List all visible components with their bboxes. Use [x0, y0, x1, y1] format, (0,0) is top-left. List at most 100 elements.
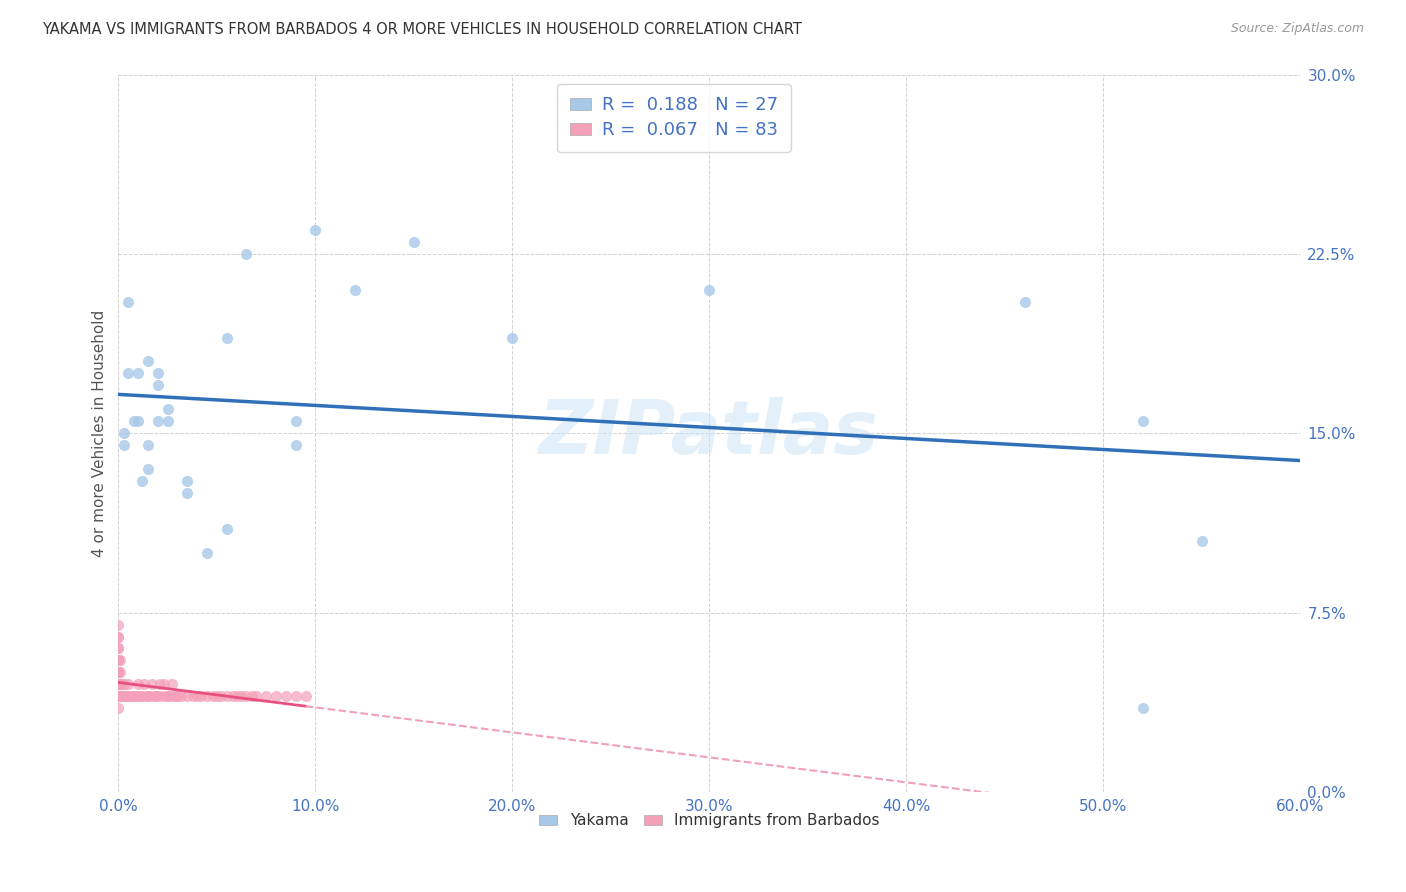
Point	[107, 690, 129, 704]
Point	[215, 690, 238, 704]
Point	[215, 330, 238, 344]
Point	[107, 677, 129, 691]
Point	[284, 690, 307, 704]
Point	[136, 690, 159, 704]
Point	[132, 677, 155, 691]
Point	[107, 653, 129, 667]
Point	[110, 677, 132, 691]
Point	[162, 690, 184, 704]
Point	[107, 677, 129, 691]
Point	[166, 690, 188, 704]
Point	[176, 690, 198, 704]
Point	[117, 294, 139, 309]
Point	[152, 677, 174, 691]
Point	[107, 701, 129, 715]
Point	[159, 690, 181, 704]
Point	[139, 690, 162, 704]
Point	[117, 367, 139, 381]
Point	[107, 690, 129, 704]
Point	[304, 223, 326, 237]
Point	[107, 630, 129, 644]
Point	[117, 677, 139, 691]
Point	[205, 690, 228, 704]
Point	[150, 690, 173, 704]
Point	[294, 690, 316, 704]
Point	[107, 690, 129, 704]
Point	[699, 283, 721, 297]
Point	[107, 617, 129, 632]
Point	[222, 690, 245, 704]
Point	[107, 690, 129, 704]
Point	[122, 690, 145, 704]
Point	[107, 653, 129, 667]
Point	[127, 690, 149, 704]
Point	[110, 665, 132, 680]
Point	[501, 330, 523, 344]
Point	[122, 414, 145, 428]
Point	[146, 367, 169, 381]
Point	[195, 690, 218, 704]
Point	[146, 378, 169, 392]
Point	[127, 677, 149, 691]
Point	[170, 690, 193, 704]
Point	[176, 474, 198, 488]
Point	[131, 474, 153, 488]
Point	[111, 677, 134, 691]
Point	[225, 690, 247, 704]
Point	[235, 690, 257, 704]
Point	[209, 690, 232, 704]
Point	[107, 641, 129, 656]
Point	[284, 414, 307, 428]
Point	[160, 677, 183, 691]
Point	[107, 677, 129, 691]
Y-axis label: 4 or more Vehicles in Household: 4 or more Vehicles in Household	[93, 310, 107, 557]
Text: ZIPatlas: ZIPatlas	[540, 397, 879, 470]
Point	[125, 690, 148, 704]
Point	[129, 690, 152, 704]
Point	[136, 438, 159, 452]
Point	[402, 235, 425, 249]
Point	[186, 690, 208, 704]
Point	[1132, 414, 1154, 428]
Point	[120, 690, 142, 704]
Point	[254, 690, 277, 704]
Point	[146, 414, 169, 428]
Point	[107, 641, 129, 656]
Point	[107, 665, 129, 680]
Point	[110, 690, 132, 704]
Text: Source: ZipAtlas.com: Source: ZipAtlas.com	[1230, 22, 1364, 36]
Point	[242, 690, 264, 704]
Point	[229, 690, 252, 704]
Point	[156, 402, 179, 417]
Point	[127, 367, 149, 381]
Point	[146, 690, 169, 704]
Point	[107, 677, 129, 691]
Point	[165, 690, 187, 704]
Point	[107, 690, 129, 704]
Point	[112, 690, 135, 704]
Point	[112, 677, 135, 691]
Point	[136, 354, 159, 368]
Point	[117, 690, 139, 704]
Point	[1191, 533, 1213, 548]
Point	[274, 690, 297, 704]
Point	[110, 690, 132, 704]
Point	[149, 677, 172, 691]
Point	[107, 665, 129, 680]
Point	[1014, 294, 1036, 309]
Point	[141, 677, 163, 691]
Point	[107, 630, 129, 644]
Point	[136, 462, 159, 476]
Point	[156, 690, 179, 704]
Point	[215, 522, 238, 536]
Point	[115, 690, 138, 704]
Text: YAKAMA VS IMMIGRANTS FROM BARBADOS 4 OR MORE VEHICLES IN HOUSEHOLD CORRELATION C: YAKAMA VS IMMIGRANTS FROM BARBADOS 4 OR …	[42, 22, 801, 37]
Point	[112, 438, 135, 452]
Point	[176, 486, 198, 500]
Point	[107, 665, 129, 680]
Point	[245, 690, 267, 704]
Point	[264, 690, 287, 704]
Point	[181, 690, 204, 704]
Point	[201, 690, 224, 704]
Point	[235, 247, 257, 261]
